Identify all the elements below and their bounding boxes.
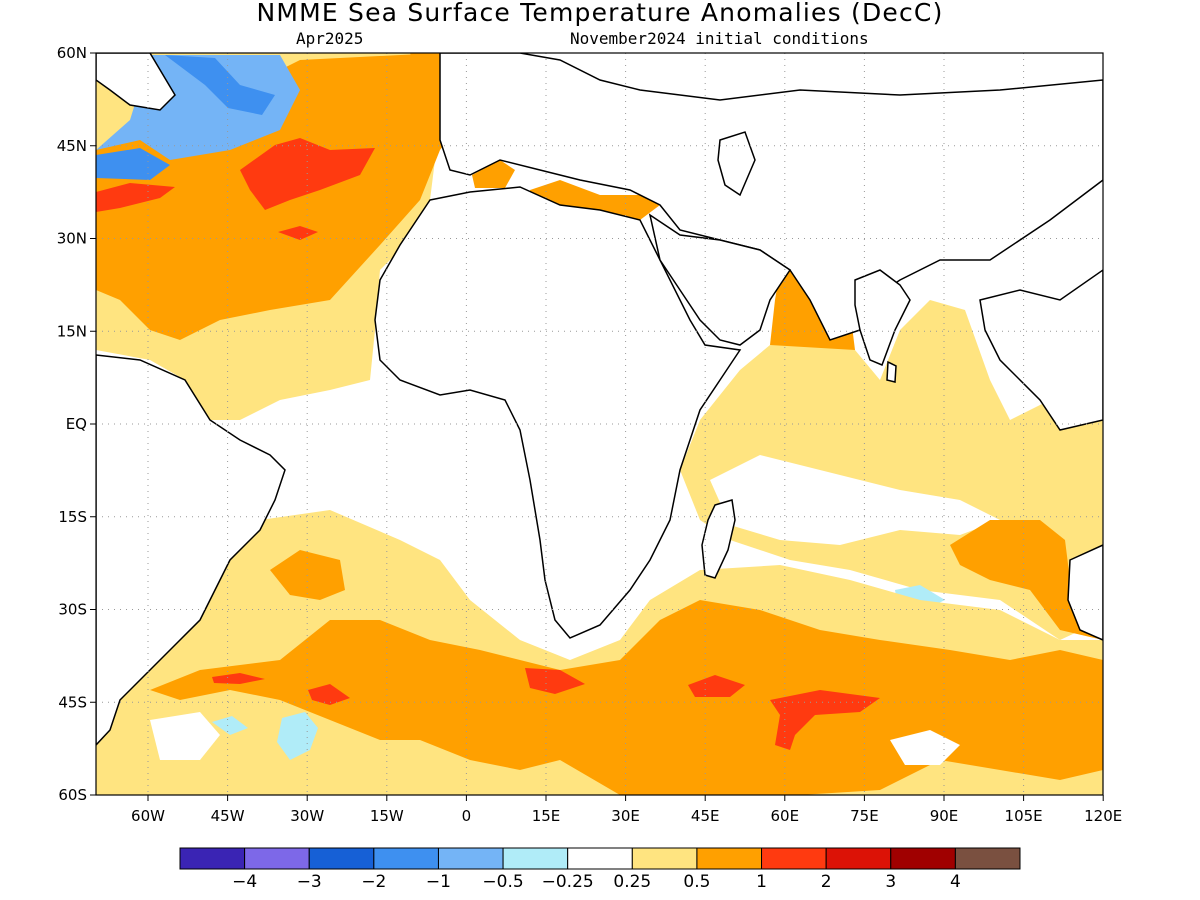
colorbar-swatch <box>890 847 956 870</box>
colorbar-tick-label: 2 <box>821 872 832 892</box>
graticule <box>96 53 1103 795</box>
init-conditions-label: November2024 initial conditions <box>570 29 869 48</box>
madagascar-coastline <box>701 499 736 579</box>
north-atlantic-small-red-region <box>278 226 318 240</box>
lon-tick-label: 105E <box>1005 807 1043 825</box>
colorbar-swatch <box>308 847 375 870</box>
greenland-coastline <box>96 53 176 111</box>
india-coastline <box>854 269 911 366</box>
lon-tick-label: 30W <box>290 807 324 825</box>
colorbar-tick-label: −2 <box>361 872 386 892</box>
colorbar-swatch <box>761 847 827 870</box>
west-med-orange-region <box>472 160 515 188</box>
colorbar-swatch <box>437 847 504 870</box>
lat-tick-label: EQ <box>66 415 87 433</box>
colorbar-swatch <box>825 847 892 870</box>
southern-ocean-red-streak-1 <box>770 690 880 750</box>
colorbar-swatch <box>567 847 633 870</box>
lat-tick-label: 60N <box>57 44 87 62</box>
lon-tick-label: 120E <box>1084 807 1122 825</box>
lon-tick-label: 60E <box>771 807 800 825</box>
valid-month-label: Apr2025 <box>296 29 364 48</box>
lon-tick-label: 15W <box>370 807 404 825</box>
colorbar-tick-label: 1 <box>756 872 767 892</box>
colorbar-tick-label: −3 <box>297 872 322 892</box>
nw-atlantic-coldest-region <box>165 55 275 115</box>
southern-ocean-neutral-gap-1 <box>890 730 960 765</box>
colorbar-swatch <box>954 847 1021 870</box>
south-america-coastline <box>96 354 286 747</box>
lon-tick-label: 45W <box>211 807 245 825</box>
colorbar-tick-label: 0.25 <box>613 872 651 892</box>
lat-tick-label: 30N <box>57 230 87 248</box>
south-atlantic-cold-patch-1 <box>277 712 318 760</box>
map-title: NMME Sea Surface Temperature Anomalies (… <box>256 0 944 27</box>
southern-ocean-red-streak-4 <box>308 684 350 705</box>
lat-tick-label: 45S <box>58 693 87 711</box>
colorbar-tick-label: −4 <box>232 872 257 892</box>
colorbar-tick-label: −1 <box>426 872 451 892</box>
colorbar: −4 −3 −2 −1 −0.5 −0.25 0.25 0.5 1 2 3 4 <box>179 847 1021 892</box>
colorbar-tick-label: −0.5 <box>482 872 523 892</box>
caspian-coastline <box>717 131 756 197</box>
colorbar-tick-label: −0.25 <box>542 872 594 892</box>
lon-tick-label: 75E <box>850 807 879 825</box>
labrador-cold-region <box>96 148 170 180</box>
south-atlantic-cold-patch-2 <box>212 716 248 735</box>
southern-ocean-red-streak-2 <box>688 675 745 697</box>
colorbar-tick-label: 0.5 <box>683 872 710 892</box>
lon-axis: 60W 45W 30W 15W 0 15E 30E 45E 60E 75E 90E 105E 120E <box>131 795 1122 825</box>
colorbar-swatch <box>696 847 763 870</box>
colorbar-swatch <box>502 847 569 870</box>
arabia-coastline <box>648 213 792 346</box>
southern-ocean-neutral-gap-2 <box>150 712 220 760</box>
australia-coastline <box>1067 544 1103 641</box>
lat-axis: 60N 45N 30N 15N EQ 15S 30S 45S 60S <box>57 44 96 804</box>
lon-tick-label: 15E <box>532 807 561 825</box>
lon-tick-label: 30E <box>611 807 640 825</box>
colorbar-tick-label: 3 <box>885 872 896 892</box>
se-indian-orange-region <box>950 520 1103 640</box>
lat-tick-label: 15S <box>58 508 87 526</box>
lon-tick-label: 45E <box>691 807 720 825</box>
lon-tick-label: 0 <box>462 807 472 825</box>
colorbar-tick-label: 4 <box>950 872 961 892</box>
indian-ocean-neutral-band <box>710 455 1000 545</box>
southern-ocean-red-streak-3 <box>525 668 585 694</box>
lon-tick-label: 90E <box>930 807 959 825</box>
lat-tick-label: 30S <box>58 601 87 619</box>
gulf-stream-red-region <box>96 183 175 212</box>
southern-ocean-red-streak-5 <box>212 673 265 684</box>
se-asia-coastline <box>979 269 1103 431</box>
colorbar-swatch <box>631 847 698 870</box>
colorbar-swatch <box>244 847 310 870</box>
sri-lanka-coastline <box>886 360 897 383</box>
lon-tick-label: 60W <box>131 807 165 825</box>
lat-tick-label: 15N <box>57 322 87 340</box>
lat-tick-label: 60S <box>58 786 87 804</box>
lat-tick-label: 45N <box>57 137 87 155</box>
colorbar-swatch <box>373 847 439 870</box>
southern-ocean-orange-region <box>150 600 1103 795</box>
colorbar-swatch <box>179 847 246 870</box>
